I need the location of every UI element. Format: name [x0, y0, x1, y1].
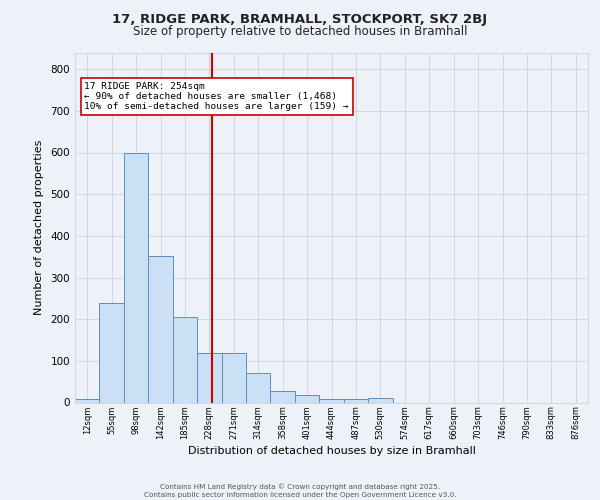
- Bar: [100, 302, 124, 402]
- Bar: [148, 256, 173, 402]
- Bar: [173, 317, 197, 402]
- Y-axis label: Number of detached properties: Number of detached properties: [34, 140, 44, 315]
- Text: 17 RIDGE PARK: 254sqm
← 90% of detached houses are smaller (1,468)
10% of semi-d: 17 RIDGE PARK: 254sqm ← 90% of detached …: [84, 82, 349, 112]
- X-axis label: Distribution of detached houses by size in Bramhall: Distribution of detached houses by size …: [188, 446, 475, 456]
- Bar: [75, 399, 100, 402]
- Bar: [271, 391, 295, 402]
- Bar: [344, 399, 368, 402]
- Text: Size of property relative to detached houses in Bramhall: Size of property relative to detached ho…: [133, 25, 467, 38]
- Bar: [124, 154, 148, 402]
- Bar: [368, 398, 392, 402]
- Bar: [246, 372, 271, 402]
- Text: Contains HM Land Registry data © Crown copyright and database right 2025.
Contai: Contains HM Land Registry data © Crown c…: [144, 484, 456, 498]
- Bar: [295, 395, 319, 402]
- Bar: [319, 399, 344, 402]
- Text: 17, RIDGE PARK, BRAMHALL, STOCKPORT, SK7 2BJ: 17, RIDGE PARK, BRAMHALL, STOCKPORT, SK7…: [112, 12, 488, 26]
- Bar: [221, 354, 246, 403]
- Bar: [197, 354, 221, 403]
